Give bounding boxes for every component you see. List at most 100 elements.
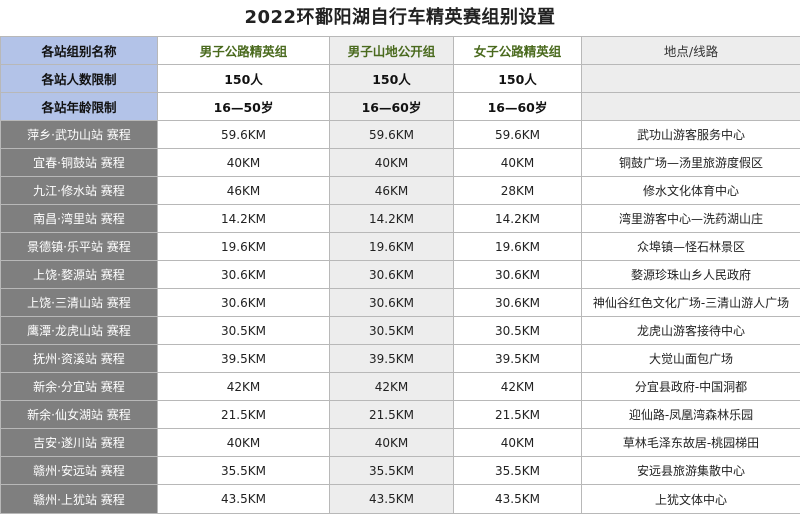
- station-location: 草林毛泽东故居-桃园梯田: [581, 428, 800, 457]
- age-value: 16—50岁: [157, 92, 330, 121]
- table-row: 宜春·铜鼓站 赛程 40KM 40KM 40KM 铜鼓广场—汤里旅游度假区: [0, 148, 800, 177]
- men-mtb-distance: 14.2KM: [329, 204, 454, 233]
- men-road-distance: 40KM: [157, 428, 330, 457]
- station-location: 武功山游客服务中心: [581, 120, 800, 149]
- capacity-value: 150人: [157, 64, 330, 93]
- age-row: 各站年龄限制 16—50岁 16—60岁 16—60岁: [0, 92, 800, 121]
- station-name: 抚州·资溪站 赛程: [0, 344, 158, 373]
- table-row: 南昌·湾里站 赛程 14.2KM 14.2KM 14.2KM 湾里游客中心—洗药湖山庄: [0, 204, 800, 233]
- men-mtb-distance: 59.6KM: [329, 120, 454, 149]
- station-name: 九江·修水站 赛程: [0, 176, 158, 205]
- men-road-distance: 40KM: [157, 148, 330, 177]
- men-road-distance: 19.6KM: [157, 232, 330, 261]
- station-name: 鹰潭·龙虎山站 赛程: [0, 316, 158, 345]
- race-groups-table: 各站组别名称 男子公路精英组 男子山地公开组 女子公路精英组 地点/线路 各站人…: [0, 36, 800, 514]
- men-road-distance: 30.6KM: [157, 260, 330, 289]
- capacity-row: 各站人数限制 150人 150人 150人: [0, 64, 800, 93]
- station-name: 宜春·铜鼓站 赛程: [0, 148, 158, 177]
- men-road-distance: 30.6KM: [157, 288, 330, 317]
- station-location: 分宜县政府-中国洞都: [581, 372, 800, 401]
- station-location: 众埠镇—怪石林景区: [581, 232, 800, 261]
- station-name: 赣州·安远站 赛程: [0, 456, 158, 485]
- station-location: 迎仙路-凤凰湾森林乐园: [581, 400, 800, 429]
- men-mtb-distance: 40KM: [329, 428, 454, 457]
- men-road-distance: 46KM: [157, 176, 330, 205]
- women-road-distance: 19.6KM: [453, 232, 582, 261]
- women-road-distance: 30.6KM: [453, 288, 582, 317]
- station-name: 吉安·遂川站 赛程: [0, 428, 158, 457]
- station-location: 神仙谷红色文化广场-三清山游人广场: [581, 288, 800, 317]
- group-men-road: 男子公路精英组: [157, 36, 330, 65]
- men-mtb-distance: 30.5KM: [329, 316, 454, 345]
- table-row: 抚州·资溪站 赛程 39.5KM 39.5KM 39.5KM 大觉山面包广场: [0, 344, 800, 373]
- women-road-distance: 14.2KM: [453, 204, 582, 233]
- men-mtb-distance: 21.5KM: [329, 400, 454, 429]
- men-mtb-distance: 19.6KM: [329, 232, 454, 261]
- table-row: 景德镇·乐平站 赛程 19.6KM 19.6KM 19.6KM 众埠镇—怪石林景区: [0, 232, 800, 261]
- station-location: 婺源珍珠山乡人民政府: [581, 260, 800, 289]
- women-road-distance: 28KM: [453, 176, 582, 205]
- table-row: 上饶·婺源站 赛程 30.6KM 30.6KM 30.6KM 婺源珍珠山乡人民政府: [0, 260, 800, 289]
- table-row: 赣州·上犹站 赛程 43.5KM 43.5KM 43.5KM 上犹文体中心: [0, 484, 800, 514]
- table-row: 上饶·三清山站 赛程 30.6KM 30.6KM 30.6KM 神仙谷红色文化广场-三清…: [0, 288, 800, 317]
- table-row: 赣州·安远站 赛程 35.5KM 35.5KM 35.5KM 安远县旅游集散中心: [0, 456, 800, 485]
- table-row: 吉安·遂川站 赛程 40KM 40KM 40KM 草林毛泽东故居-桃园梯田: [0, 428, 800, 457]
- women-road-distance: 21.5KM: [453, 400, 582, 429]
- empty-cell: [581, 64, 800, 93]
- table-row: 新余·仙女湖站 赛程 21.5KM 21.5KM 21.5KM 迎仙路-凤凰湾森林乐园: [0, 400, 800, 429]
- age-value: 16—60岁: [329, 92, 454, 121]
- capacity-label: 各站人数限制: [0, 64, 158, 93]
- station-name: 新余·仙女湖站 赛程: [0, 400, 158, 429]
- men-mtb-distance: 30.6KM: [329, 260, 454, 289]
- station-name: 景德镇·乐平站 赛程: [0, 232, 158, 261]
- women-road-distance: 43.5KM: [453, 484, 582, 514]
- table-row: 鹰潭·龙虎山站 赛程 30.5KM 30.5KM 30.5KM 龙虎山游客接待中心: [0, 316, 800, 345]
- women-road-distance: 40KM: [453, 428, 582, 457]
- men-road-distance: 14.2KM: [157, 204, 330, 233]
- men-road-distance: 39.5KM: [157, 344, 330, 373]
- men-mtb-distance: 42KM: [329, 372, 454, 401]
- station-location: 上犹文体中心: [581, 484, 800, 514]
- station-location: 大觉山面包广场: [581, 344, 800, 373]
- table-row: 萍乡·武功山站 赛程 59.6KM 59.6KM 59.6KM 武功山游客服务中心: [0, 120, 800, 149]
- header-label: 各站组别名称: [0, 36, 158, 65]
- header-row: 各站组别名称 男子公路精英组 男子山地公开组 女子公路精英组 地点/线路: [0, 36, 800, 65]
- women-road-distance: 42KM: [453, 372, 582, 401]
- table-row: 九江·修水站 赛程 46KM 46KM 28KM 修水文化体育中心: [0, 176, 800, 205]
- station-name: 上饶·婺源站 赛程: [0, 260, 158, 289]
- station-name: 新余·分宜站 赛程: [0, 372, 158, 401]
- men-mtb-distance: 40KM: [329, 148, 454, 177]
- women-road-distance: 40KM: [453, 148, 582, 177]
- men-mtb-distance: 35.5KM: [329, 456, 454, 485]
- age-label: 各站年龄限制: [0, 92, 158, 121]
- station-name: 赣州·上犹站 赛程: [0, 484, 158, 514]
- station-location: 安远县旅游集散中心: [581, 456, 800, 485]
- location-header: 地点/线路: [581, 36, 800, 65]
- men-road-distance: 35.5KM: [157, 456, 330, 485]
- men-mtb-distance: 46KM: [329, 176, 454, 205]
- group-women-road: 女子公路精英组: [453, 36, 582, 65]
- men-mtb-distance: 39.5KM: [329, 344, 454, 373]
- station-location: 铜鼓广场—汤里旅游度假区: [581, 148, 800, 177]
- women-road-distance: 59.6KM: [453, 120, 582, 149]
- men-road-distance: 59.6KM: [157, 120, 330, 149]
- age-value: 16—60岁: [453, 92, 582, 121]
- men-mtb-distance: 30.6KM: [329, 288, 454, 317]
- men-road-distance: 21.5KM: [157, 400, 330, 429]
- capacity-value: 150人: [453, 64, 582, 93]
- station-name: 上饶·三清山站 赛程: [0, 288, 158, 317]
- men-road-distance: 42KM: [157, 372, 330, 401]
- men-mtb-distance: 43.5KM: [329, 484, 454, 514]
- station-name: 南昌·湾里站 赛程: [0, 204, 158, 233]
- station-name: 萍乡·武功山站 赛程: [0, 120, 158, 149]
- capacity-value: 150人: [329, 64, 454, 93]
- women-road-distance: 30.5KM: [453, 316, 582, 345]
- station-location: 修水文化体育中心: [581, 176, 800, 205]
- women-road-distance: 30.6KM: [453, 260, 582, 289]
- table-row: 新余·分宜站 赛程 42KM 42KM 42KM 分宜县政府-中国洞都: [0, 372, 800, 401]
- men-road-distance: 30.5KM: [157, 316, 330, 345]
- men-road-distance: 43.5KM: [157, 484, 330, 514]
- women-road-distance: 35.5KM: [453, 456, 582, 485]
- group-men-mtb: 男子山地公开组: [329, 36, 454, 65]
- station-location: 龙虎山游客接待中心: [581, 316, 800, 345]
